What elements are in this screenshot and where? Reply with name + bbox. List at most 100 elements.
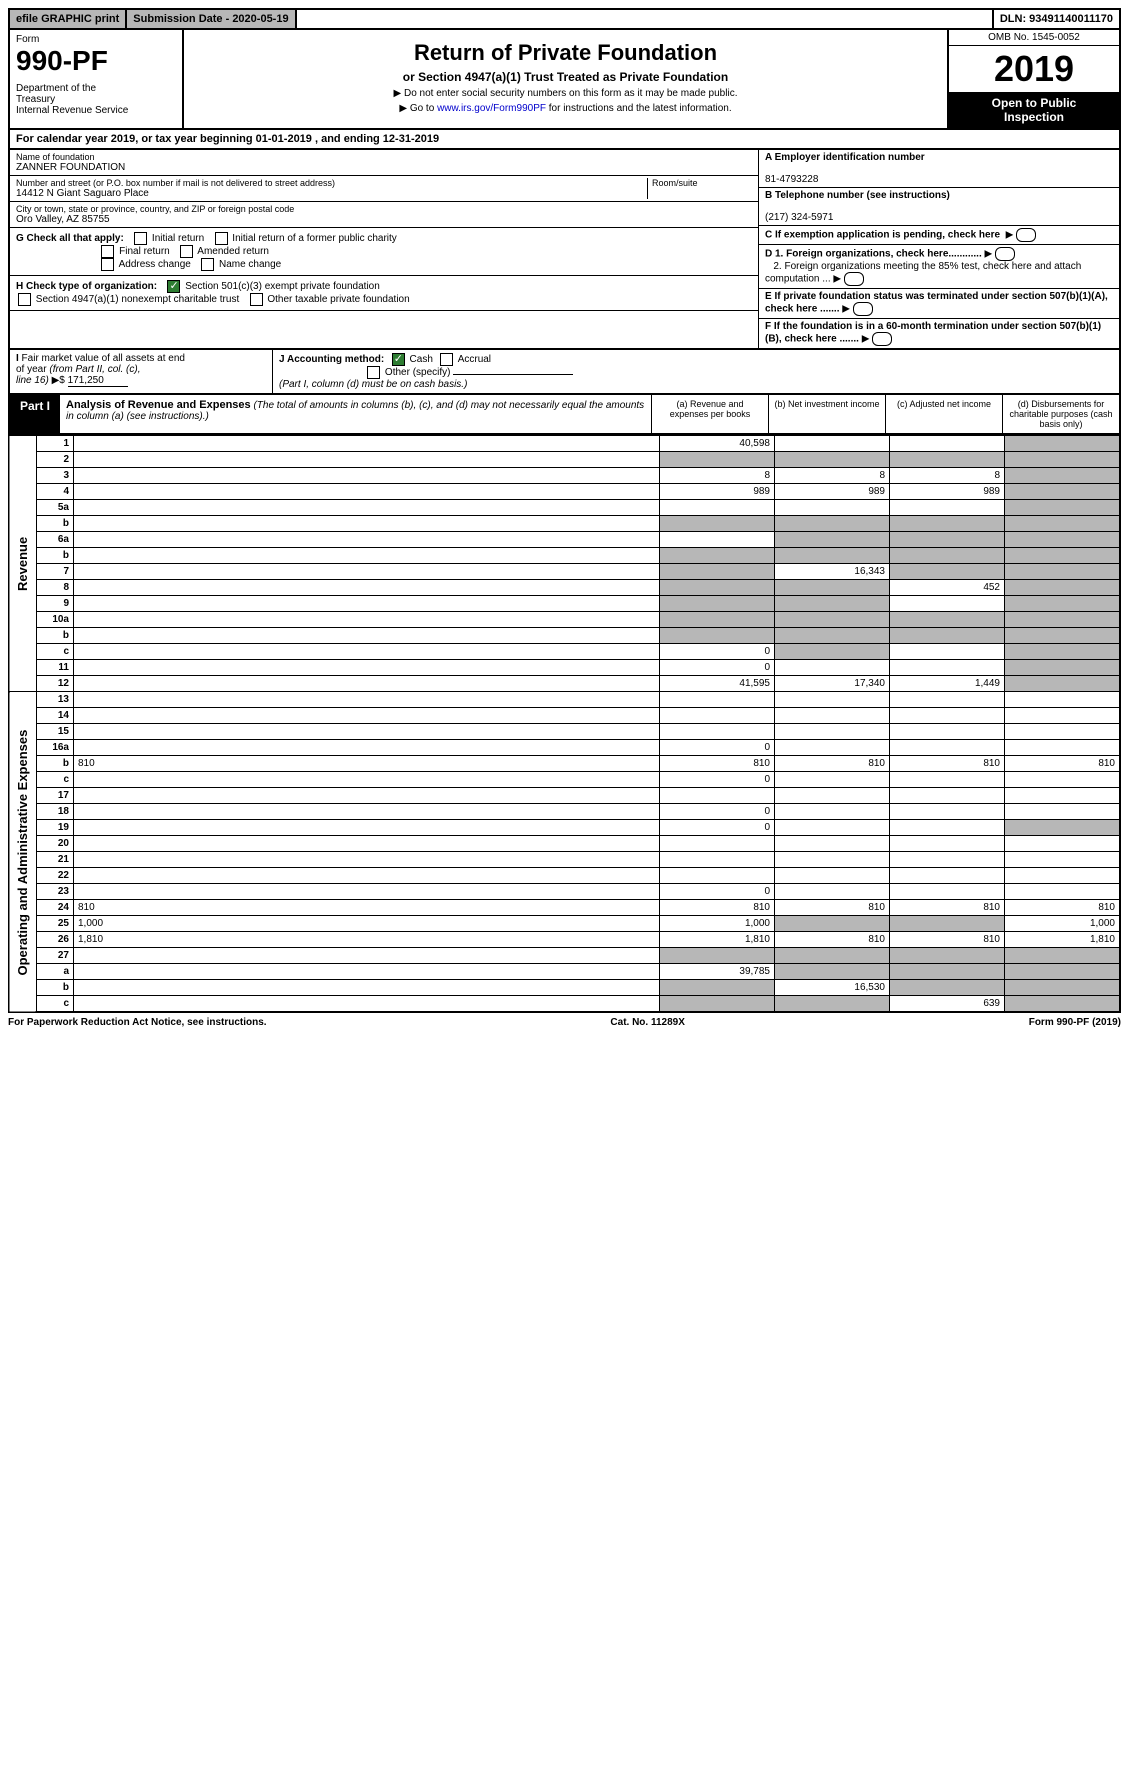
cell-d <box>1005 644 1121 660</box>
cb-d1[interactable] <box>995 247 1015 261</box>
irs-link[interactable]: www.irs.gov/Form990PF <box>437 103 546 114</box>
cell-c: 810 <box>890 932 1005 948</box>
cell-b: 810 <box>775 932 890 948</box>
cb-initial-former[interactable] <box>215 232 228 245</box>
cell-a <box>660 788 775 804</box>
cb-4947[interactable] <box>18 293 31 306</box>
row-desc <box>74 836 660 852</box>
cell-a <box>660 564 775 580</box>
cell-b <box>775 532 890 548</box>
cell-a: 0 <box>660 804 775 820</box>
cell-d <box>1005 980 1121 996</box>
footer-right: Form 990-PF (2019) <box>1029 1017 1121 1028</box>
cell-b <box>775 644 890 660</box>
cell-b <box>775 740 890 756</box>
cb-initial[interactable] <box>134 232 147 245</box>
cb-other-tax[interactable] <box>250 293 263 306</box>
cell-c <box>890 868 1005 884</box>
cell-d <box>1005 676 1121 692</box>
cell-c <box>890 516 1005 532</box>
row-num: b <box>37 516 74 532</box>
cell-a: 1,000 <box>660 916 775 932</box>
cell-c <box>890 836 1005 852</box>
cb-name-change[interactable] <box>201 258 214 271</box>
cell-a <box>660 708 775 724</box>
cb-e[interactable] <box>853 302 873 316</box>
row-desc: 810 <box>74 756 660 772</box>
cell-b <box>775 436 890 452</box>
cell-a <box>660 836 775 852</box>
tax-year: 2019 <box>949 46 1119 92</box>
row-num: c <box>37 772 74 788</box>
footer-center: Cat. No. 11289X <box>610 1017 684 1028</box>
dept-label: Department of theTreasuryInternal Revenu… <box>16 83 176 116</box>
section-g: G Check all that apply: Initial return I… <box>10 228 758 276</box>
cell-c <box>890 980 1005 996</box>
cell-c <box>890 740 1005 756</box>
row-num: 25 <box>37 916 74 932</box>
j-cash: Cash <box>410 354 433 365</box>
cell-d <box>1005 452 1121 468</box>
cell-b <box>775 628 890 644</box>
cell-a <box>660 724 775 740</box>
table-row: b <box>9 628 1120 644</box>
g-label: G Check all that apply: <box>16 233 124 244</box>
cell-c <box>890 612 1005 628</box>
row-num: c <box>37 996 74 1013</box>
cb-c[interactable] <box>1016 228 1036 242</box>
cell-b <box>775 580 890 596</box>
cb-cash[interactable] <box>392 353 405 366</box>
cell-b <box>775 804 890 820</box>
row-desc <box>74 676 660 692</box>
i-value: 171,250 <box>68 375 128 387</box>
cb-final[interactable] <box>101 245 114 258</box>
h2: Section 4947(a)(1) nonexempt charitable … <box>36 294 239 305</box>
row-num: c <box>37 644 74 660</box>
cb-amended[interactable] <box>180 245 193 258</box>
cell-a <box>660 692 775 708</box>
cell-c <box>890 788 1005 804</box>
sidelabel-expenses: Operating and Administrative Expenses <box>9 692 37 1013</box>
row-desc <box>74 564 660 580</box>
row-desc <box>74 692 660 708</box>
row-num: 13 <box>37 692 74 708</box>
cell-d <box>1005 884 1121 900</box>
cell-d <box>1005 996 1121 1013</box>
cell-d <box>1005 948 1121 964</box>
row-desc <box>74 996 660 1013</box>
cb-address-change[interactable] <box>101 258 114 271</box>
cell-c: 1,449 <box>890 676 1005 692</box>
section-i: I Fair market value of all assets at end… <box>10 350 273 393</box>
row-desc: 810 <box>74 900 660 916</box>
cb-f[interactable] <box>872 332 892 346</box>
cell-d <box>1005 852 1121 868</box>
cell-d <box>1005 532 1121 548</box>
row-num: b <box>37 628 74 644</box>
table-row: 20 <box>9 836 1120 852</box>
form-header: Form 990-PF Department of theTreasuryInt… <box>8 30 1121 130</box>
cb-other-method[interactable] <box>367 366 380 379</box>
part1-title: Analysis of Revenue and Expenses (The to… <box>60 395 651 433</box>
table-row: 21 <box>9 852 1120 868</box>
cb-501c3[interactable] <box>167 280 180 293</box>
cell-c <box>890 628 1005 644</box>
cb-d2[interactable] <box>844 272 864 286</box>
row-num: 4 <box>37 484 74 500</box>
name-label: Name of foundation <box>16 152 752 162</box>
table-row: 230 <box>9 884 1120 900</box>
address-cell: Number and street (or P.O. box number if… <box>10 176 758 202</box>
section-e: E If private foundation status was termi… <box>759 289 1119 319</box>
table-row: 110 <box>9 660 1120 676</box>
row-desc <box>74 612 660 628</box>
row-num: 18 <box>37 804 74 820</box>
main-table: Revenue140,5982388849899899895ab6ab716,3… <box>8 435 1121 1013</box>
header-right: OMB No. 1545-0052 2019 Open to PublicIns… <box>947 30 1119 128</box>
table-row: b810810810810810 <box>9 756 1120 772</box>
cell-d: 810 <box>1005 756 1121 772</box>
table-row: 261,8101,8108108101,810 <box>9 932 1120 948</box>
cell-b <box>775 964 890 980</box>
cb-accrual[interactable] <box>440 353 453 366</box>
cell-a <box>660 948 775 964</box>
cell-d <box>1005 772 1121 788</box>
cell-a: 0 <box>660 820 775 836</box>
